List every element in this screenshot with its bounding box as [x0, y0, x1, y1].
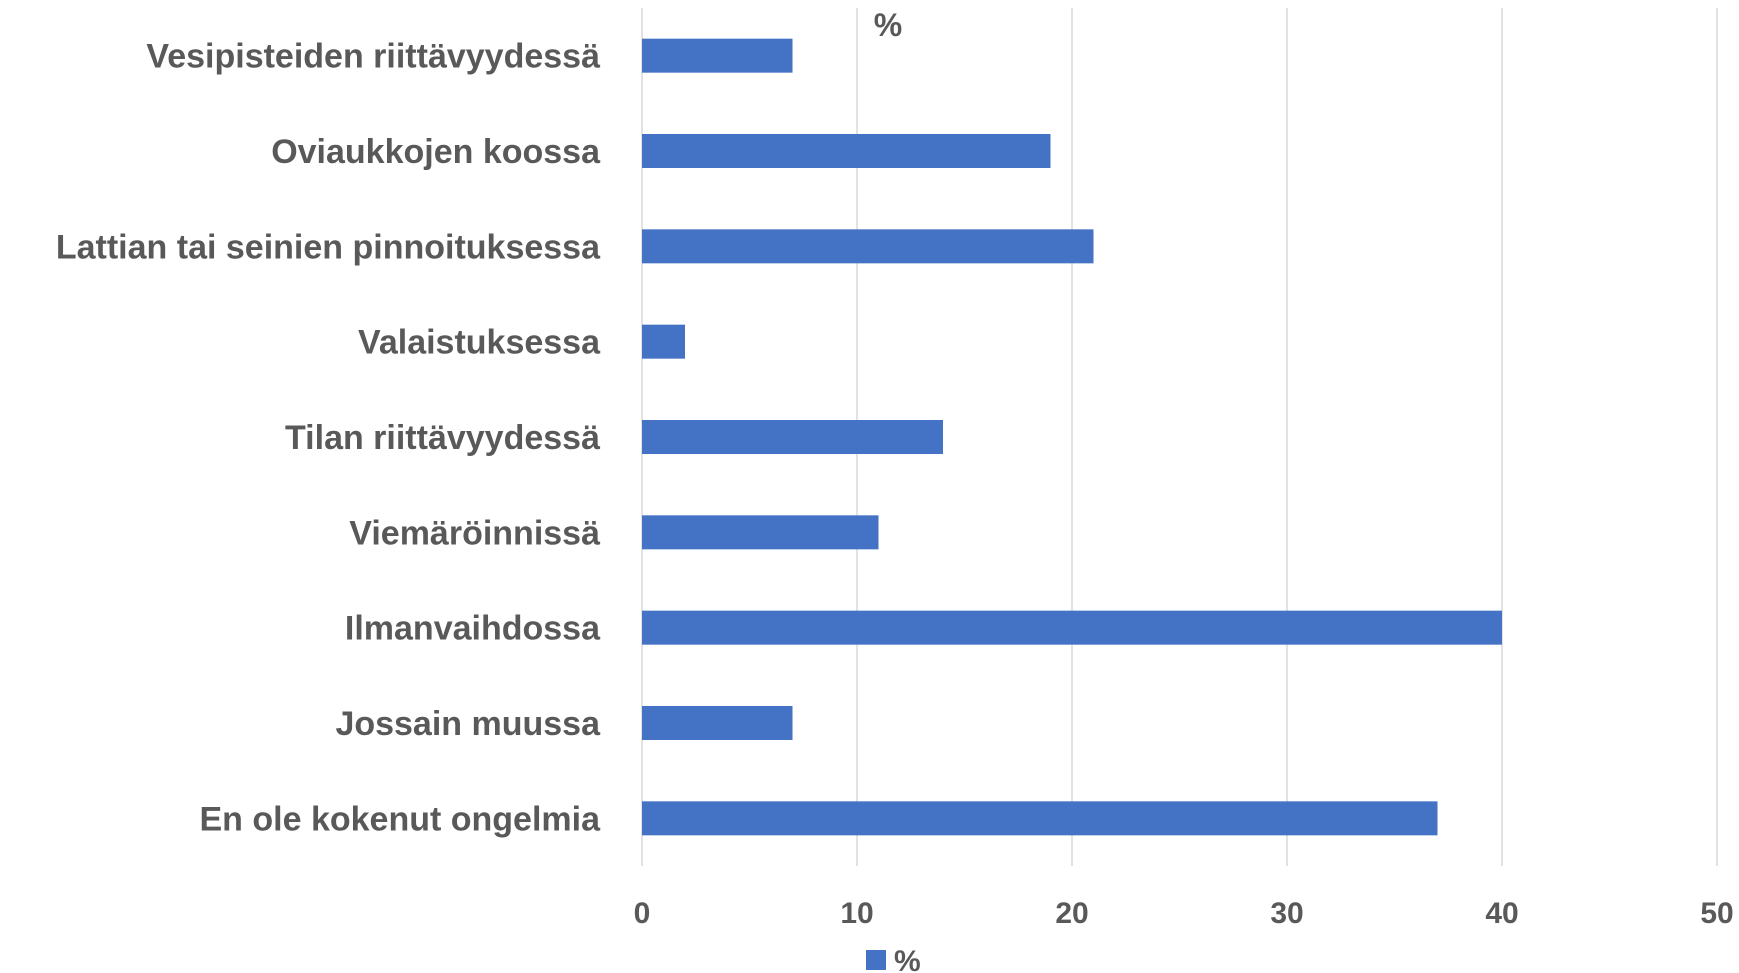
bar	[642, 610, 1502, 645]
category-label: Valaistuksessa	[358, 324, 601, 362]
legend-label: %	[894, 945, 921, 973]
x-tick-labels: 0 10 20 30 40 50	[634, 897, 1734, 930]
bar	[642, 515, 879, 550]
bar	[642, 706, 793, 740]
category-label: Vesipisteiden riittävyydessä	[146, 38, 600, 76]
legend: %	[866, 945, 921, 973]
bar	[642, 801, 1438, 836]
x-tick-label: 50	[1700, 897, 1733, 930]
category-label: Ilmanvaihdossa	[345, 610, 601, 648]
chart-title: %	[874, 7, 902, 43]
category-label: Oviaukkojen koossa	[271, 133, 601, 171]
x-tick-label: 10	[840, 897, 873, 930]
bar	[642, 420, 943, 454]
category-label: Viemäröinnissä	[349, 514, 600, 552]
x-tick-label: 0	[634, 897, 651, 930]
bar	[642, 134, 1051, 168]
category-labels: Vesipisteiden riittävyydessä Oviaukkojen …	[56, 38, 601, 839]
x-tick-label: 40	[1485, 897, 1518, 930]
bar	[642, 324, 685, 359]
legend-swatch	[866, 950, 886, 970]
x-tick-label: 20	[1055, 897, 1088, 930]
x-tick-label: 30	[1270, 897, 1303, 930]
bar	[642, 229, 1094, 264]
category-label: En ole kokenut ongelmia	[199, 800, 601, 838]
category-label: Lattian tai seinien pinnoituksessa	[56, 228, 601, 266]
bars	[642, 38, 1502, 836]
category-label: Tilan riittävyydessä	[285, 419, 600, 457]
bar	[642, 38, 793, 73]
category-label: Jossain muussa	[335, 705, 601, 743]
